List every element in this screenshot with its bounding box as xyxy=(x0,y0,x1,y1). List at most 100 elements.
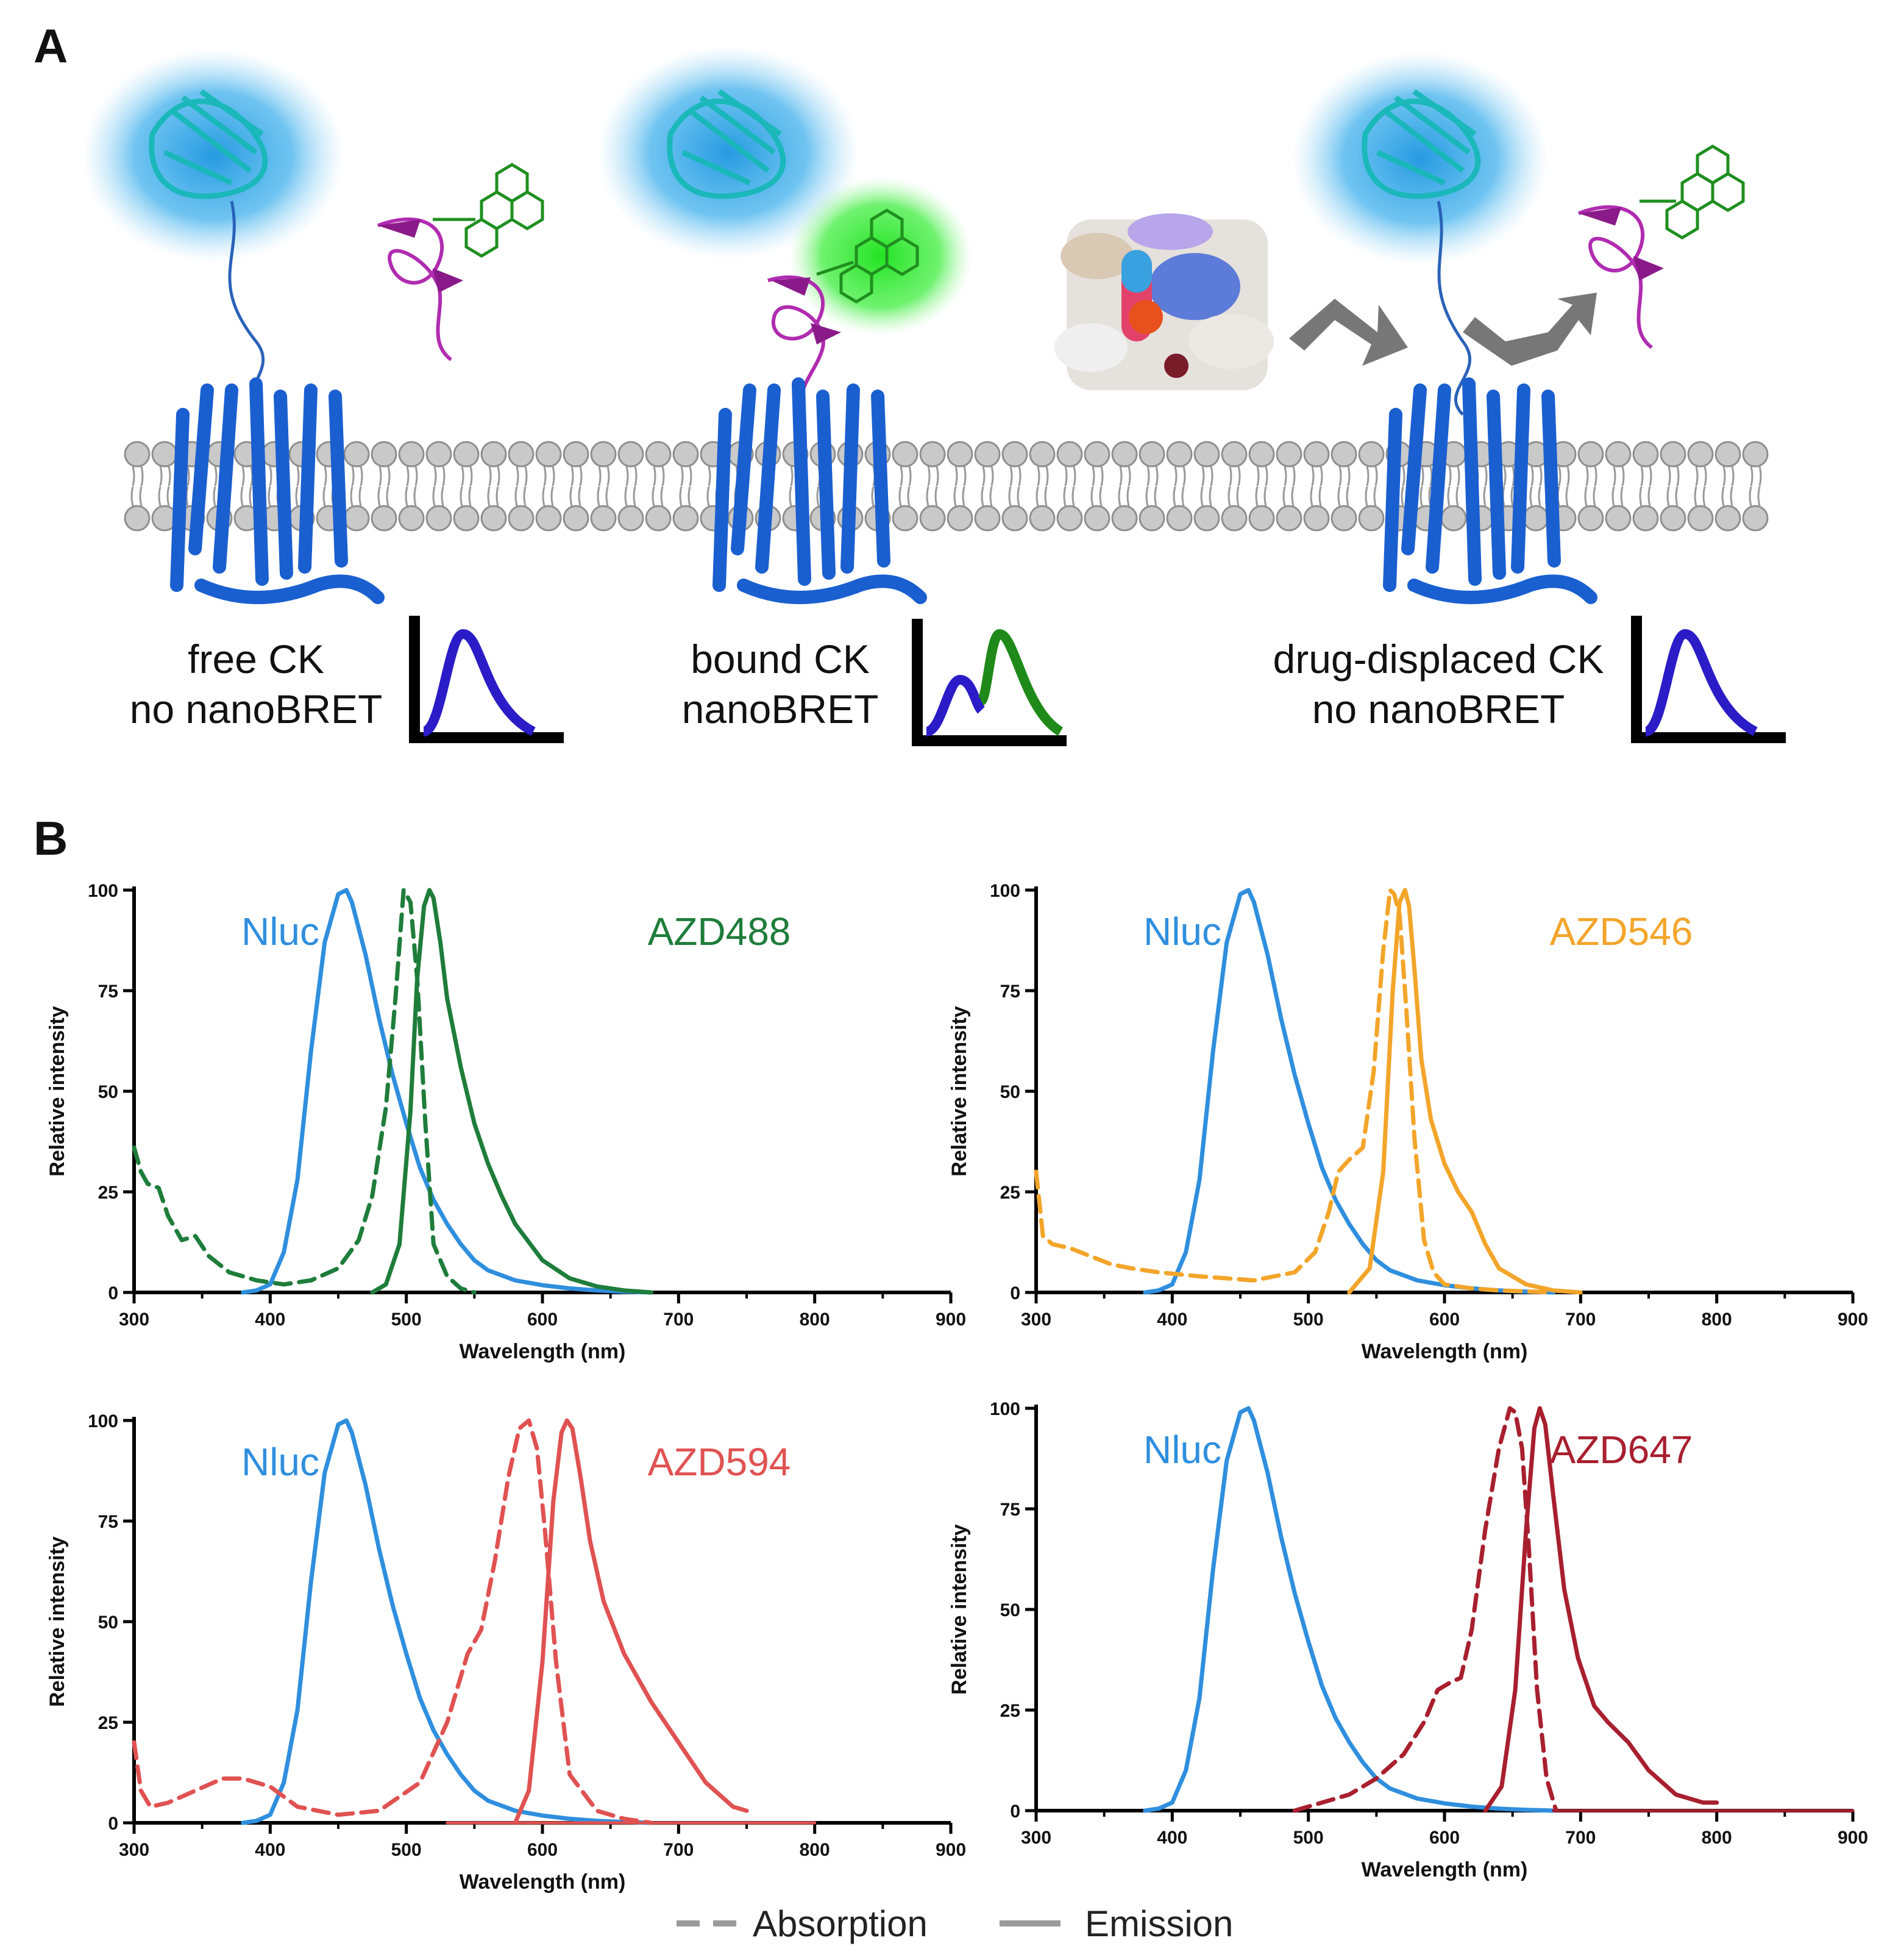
lipid-tail xyxy=(1100,466,1104,486)
lipid-head xyxy=(508,505,535,532)
lipid-tail xyxy=(295,486,299,507)
lipid-head xyxy=(947,505,973,532)
lipid-head xyxy=(1029,505,1056,532)
lipid-tail xyxy=(1694,486,1697,507)
lipid-tail xyxy=(1510,486,1514,507)
lipid-head xyxy=(1276,441,1302,468)
lipid-head xyxy=(151,441,178,468)
lipid-tail xyxy=(569,486,573,507)
lipid-tail xyxy=(1702,486,1706,507)
lipid-head xyxy=(1742,505,1769,532)
lipid-tail xyxy=(1647,486,1651,507)
nluc-glow xyxy=(1292,52,1548,265)
lipid-tail xyxy=(1503,466,1507,486)
y-tick-label: 25 xyxy=(98,1713,118,1733)
chart-svg: 300 400 500 600 700 800 900 0 25 50 75 100 Wavelengt… xyxy=(948,1399,1868,1881)
y-axis-title: Relative intensity xyxy=(948,1524,971,1695)
series-line-nluc-solid xyxy=(241,1418,654,1825)
lipid-tail xyxy=(158,486,162,507)
lipid-tail xyxy=(1173,486,1176,507)
lipid-head xyxy=(563,441,589,468)
arrow-icon xyxy=(1289,299,1408,366)
series-line-nluc-solid xyxy=(241,888,654,1295)
lipid-tail xyxy=(1538,486,1541,507)
lipid-tail xyxy=(1429,466,1433,486)
lipid-tail xyxy=(1291,486,1295,507)
lipid-head xyxy=(672,505,699,532)
lipid-tail xyxy=(130,486,134,507)
lipid-tail xyxy=(578,486,581,507)
lipid-tail xyxy=(1365,486,1368,507)
x-tick-label: 800 xyxy=(800,1310,830,1330)
chart-svg: 300 400 500 600 700 800 900 0 25 50 75 100 Wavelengt… xyxy=(46,1411,966,1894)
lipid-head xyxy=(425,441,452,468)
lipid-tail xyxy=(168,466,171,486)
lipid-tail xyxy=(1420,486,1423,507)
lipid-head xyxy=(892,441,919,468)
lipid-tail xyxy=(900,466,903,486)
x-tick-label: 500 xyxy=(1293,1828,1324,1848)
lipid-tail xyxy=(871,486,875,507)
lipid-tail xyxy=(963,466,967,486)
lipid-head xyxy=(1193,441,1220,468)
lipid-head xyxy=(645,441,672,468)
lipid-tail xyxy=(1539,466,1543,486)
lipid-tail xyxy=(350,486,354,507)
lipid-head xyxy=(1605,441,1632,468)
y-tick-label: 0 xyxy=(108,1283,118,1303)
x-tick-label: 400 xyxy=(1157,1310,1187,1330)
lipid-head xyxy=(480,505,507,532)
lipid-tail xyxy=(213,486,216,507)
lipid-head xyxy=(1577,505,1604,532)
lipid-tail xyxy=(1017,486,1020,507)
lipid-tail xyxy=(1118,486,1121,507)
lipid-head xyxy=(1084,505,1110,532)
lipid-tail xyxy=(1512,466,1515,486)
x-tick-label: 500 xyxy=(1293,1310,1324,1330)
lipid-tail xyxy=(625,466,629,486)
lipid-head xyxy=(1687,441,1714,468)
lipid-tail xyxy=(1126,486,1130,507)
lipid-tail xyxy=(1639,486,1643,507)
lipid-head xyxy=(1714,441,1741,468)
y-tick-label: 100 xyxy=(990,1399,1020,1419)
series-label-nluc: Nluc xyxy=(241,910,319,953)
lipid-head xyxy=(1139,441,1165,468)
series-line-nluc-solid xyxy=(1143,888,1556,1295)
lipid-tail xyxy=(1722,466,1726,486)
lipid-tail xyxy=(1064,466,1068,486)
lipid-tail xyxy=(989,486,993,507)
lipid-tail xyxy=(360,466,363,486)
series-line-azd488-dashed xyxy=(132,888,477,1295)
lipid-tail xyxy=(1236,486,1240,507)
lipid-tail xyxy=(386,486,389,507)
lipid-tail xyxy=(432,486,436,507)
x-tick-label: 600 xyxy=(1429,1310,1460,1330)
lipid-tail xyxy=(1668,466,1671,486)
fluorophore xyxy=(433,163,544,258)
lipid-tail xyxy=(1044,486,1048,507)
lipid-head xyxy=(124,505,151,532)
x-axis-title: Wavelength (nm) xyxy=(460,1870,626,1894)
lipid-head xyxy=(1084,441,1110,468)
x-tick-label: 700 xyxy=(1565,1310,1596,1330)
series-line-azd594-dashed xyxy=(132,1418,654,1825)
lipid-tail xyxy=(269,466,272,486)
x-tick-label: 400 xyxy=(1157,1828,1187,1848)
lipid-tail xyxy=(1338,466,1342,486)
series-label-nluc: Nluc xyxy=(1143,910,1221,953)
lipid-tail xyxy=(1045,466,1049,486)
lipid-tail xyxy=(377,486,381,507)
lipid-tail xyxy=(1255,486,1259,507)
lipid-tail xyxy=(1402,466,1405,486)
y-tick-label: 0 xyxy=(108,1814,118,1834)
lipid-tail xyxy=(926,486,929,507)
lipid-tail xyxy=(413,486,417,507)
lipid-tail xyxy=(324,466,327,486)
lipid-head xyxy=(453,505,480,532)
nluc-protein xyxy=(1362,89,1481,199)
lipid-head xyxy=(535,505,562,532)
lipid-tail xyxy=(1320,466,1323,486)
series-line-azd546-dashed xyxy=(1034,888,1556,1295)
lipid-tail xyxy=(1099,486,1103,507)
